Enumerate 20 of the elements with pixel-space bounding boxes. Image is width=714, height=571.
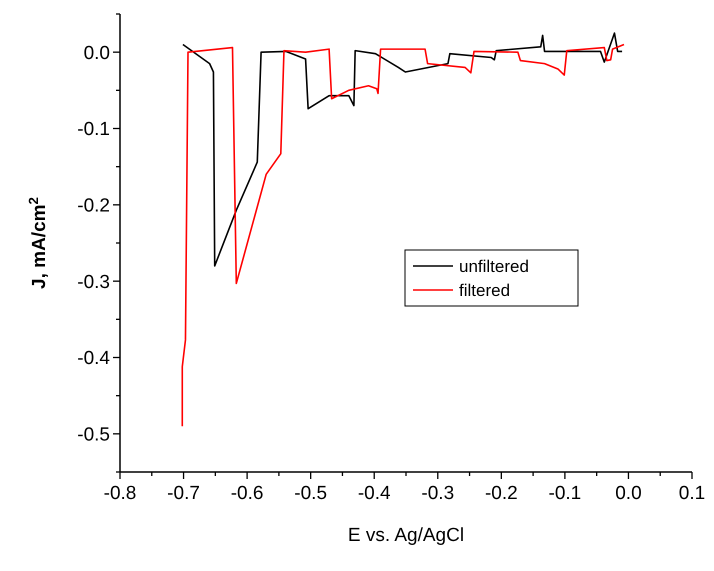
x-tick-label: 0.0 <box>615 483 642 504</box>
x-tick-label: -0.8 <box>104 483 136 504</box>
legend-label: filtered <box>459 280 510 300</box>
y-tick-label: -0.5 <box>77 424 110 446</box>
y-tick-label: -0.4 <box>77 348 110 370</box>
x-tick-label: -0.4 <box>358 483 392 504</box>
x-tick-label: -0.3 <box>421 483 454 504</box>
y-tick-label: 0.0 <box>84 42 110 64</box>
legend-label: unfiltered <box>459 256 529 276</box>
x-tick-label: -0.7 <box>167 483 200 504</box>
x-tick-label: 0.1 <box>678 483 706 504</box>
x-tick-label: -0.6 <box>230 483 264 504</box>
x-tick-label: -0.5 <box>294 483 328 504</box>
y-tick-label: -0.1 <box>77 119 110 140</box>
x-tick-label: -0.2 <box>484 483 518 504</box>
y-tick-label: -0.3 <box>77 272 110 293</box>
y-tick-label: -0.2 <box>77 195 110 216</box>
x-axis-title: E vs. Ag/AgCl <box>348 525 464 546</box>
line-series <box>181 44 625 427</box>
x-tick-label: -0.1 <box>548 483 582 504</box>
